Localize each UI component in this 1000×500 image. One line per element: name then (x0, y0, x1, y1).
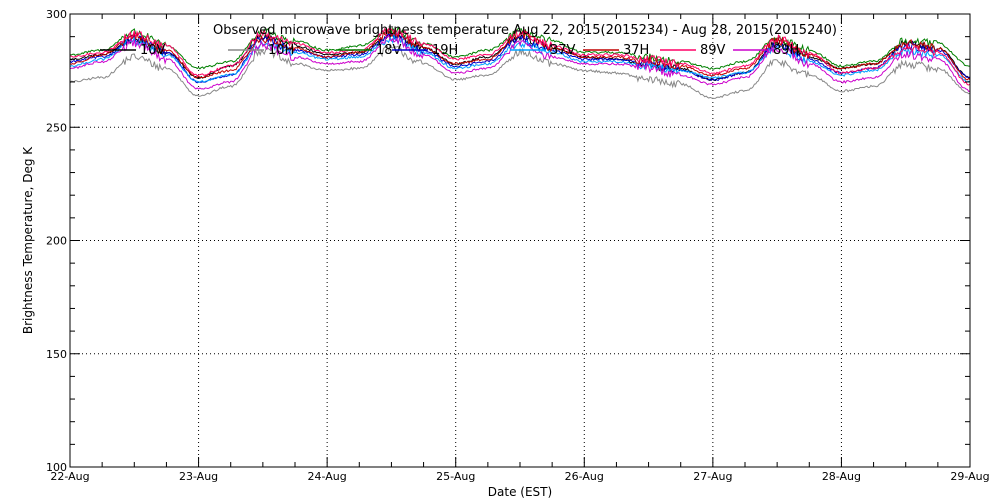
series-line-19h (69, 32, 971, 84)
series-lines (69, 25, 971, 99)
legend-label-37h: 37H (623, 43, 649, 58)
series-line-10h (69, 43, 971, 99)
legend-label-10h: 10H (268, 43, 294, 58)
x-axis-label: Date (EST) (488, 485, 552, 499)
legend-label-19h: 19H (432, 43, 458, 58)
legend-label-10v: 10V (140, 43, 166, 58)
x-tick-label: 27-Aug (693, 470, 732, 483)
y-axis-label: Brightness Temperature, Deg K (21, 146, 35, 334)
x-tick-label: 26-Aug (565, 470, 604, 483)
x-tick-label: 22-Aug (50, 470, 89, 483)
x-tick-label: 28-Aug (822, 470, 861, 483)
x-tick-label: 29-Aug (950, 470, 989, 483)
legend-label-89h: 89H (773, 43, 799, 58)
y-tick-label: 300 (46, 8, 67, 21)
tick-labels: 22-Aug 23-Aug 24-Aug 25-Aug 26-Aug 27-Aug 28-A… (46, 8, 990, 483)
series-line-37h (69, 28, 971, 81)
y-tick-label: 100 (46, 461, 67, 474)
chart-title: Observed microwave brightness temperatur… (213, 23, 837, 38)
series-line-89v (69, 27, 971, 86)
x-tick-label: 24-Aug (308, 470, 347, 483)
legend: 10V 10H 18V 19H 37V 37H 89V 89H (100, 43, 799, 58)
x-tick-label: 23-Aug (179, 470, 218, 483)
series-line-89h (69, 34, 971, 92)
y-tick-label: 250 (46, 121, 67, 134)
legend-label-37v: 37V (550, 43, 576, 58)
y-tick-label: 200 (46, 235, 67, 248)
series-line-37v (69, 33, 971, 83)
axis-ticks (69, 13, 971, 468)
legend-label-18v: 18V (376, 43, 402, 58)
y-tick-label: 150 (46, 348, 67, 361)
x-tick-label: 25-Aug (436, 470, 475, 483)
series-line-18v (69, 25, 970, 70)
legend-label-89v: 89V (700, 43, 726, 58)
